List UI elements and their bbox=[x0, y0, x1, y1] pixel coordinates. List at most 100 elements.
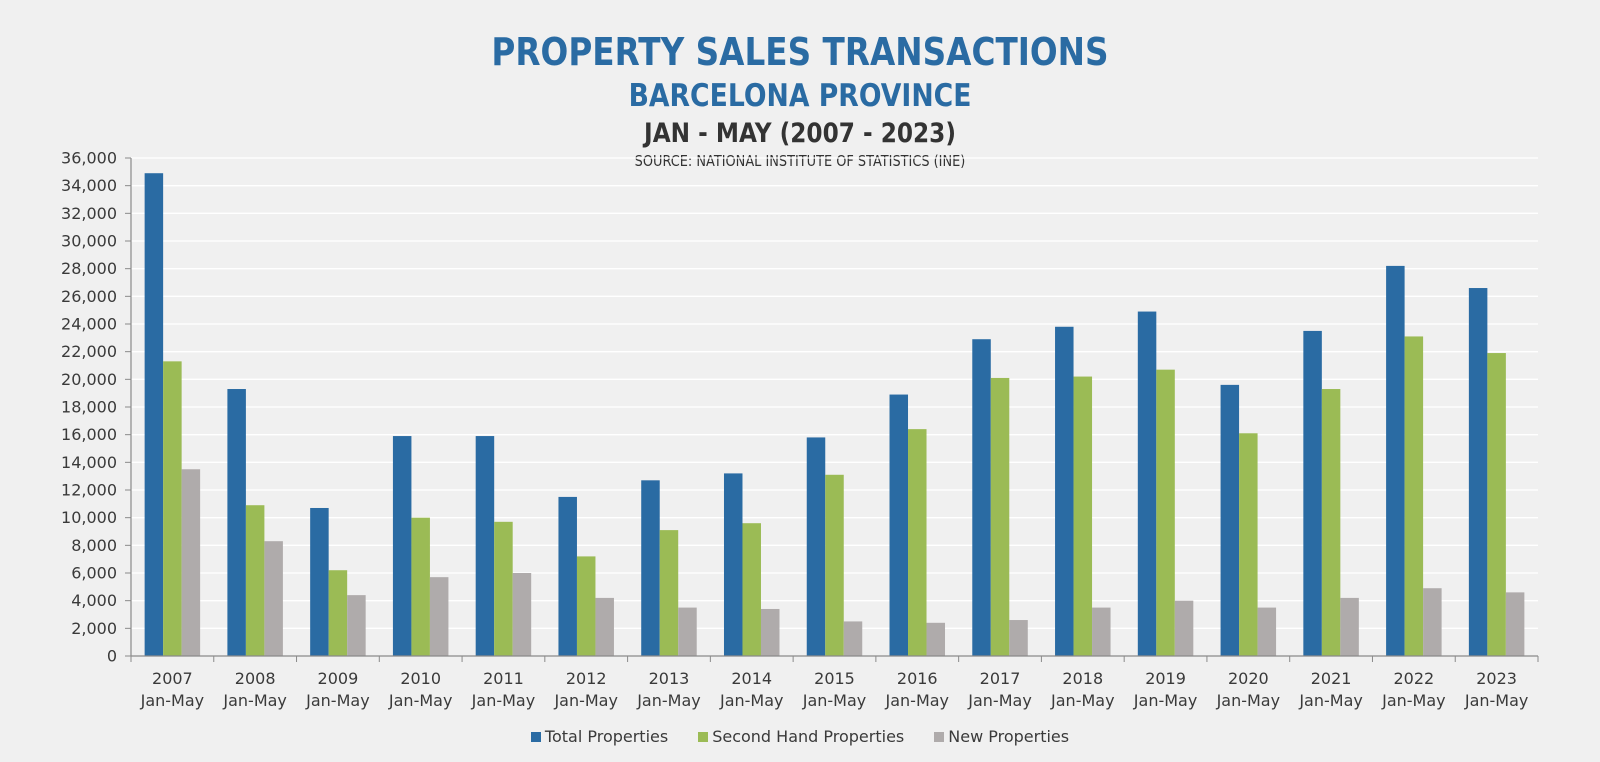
bar-new-properties-2016 bbox=[926, 622, 946, 656]
y-tick-label: 34,000 bbox=[61, 176, 117, 195]
chart-period: JAN - MAY (2007 - 2023) bbox=[644, 118, 956, 149]
x-label-period: Jan-May bbox=[553, 691, 618, 710]
bar-new-properties-2017 bbox=[1009, 620, 1028, 656]
x-label-period: Jan-May bbox=[305, 691, 370, 710]
legend-label-total: Total Properties bbox=[544, 727, 669, 746]
bar-new-properties-2021 bbox=[1340, 597, 1359, 656]
bar-new-properties-2022 bbox=[1423, 588, 1442, 656]
x-axis-labels: 2007 Jan-May 2008 Jan-May 2009 Jan-May 2010 Jan… bbox=[140, 669, 1529, 710]
bar-second-hand-properties-2021 bbox=[1321, 389, 1341, 656]
bar-new-properties-2008 bbox=[264, 541, 283, 656]
x-label-period: Jan-May bbox=[802, 691, 867, 710]
bar-new-properties-2019 bbox=[1174, 600, 1194, 656]
bar-second-hand-properties-2023 bbox=[1487, 353, 1506, 656]
x-label-period: Jan-May bbox=[636, 691, 701, 710]
chart-title: PROPERTY SALES TRANSACTIONS bbox=[491, 30, 1109, 74]
x-label-period: Jan-May bbox=[885, 691, 950, 710]
bar-second-hand-properties-2016 bbox=[908, 429, 927, 656]
bar-new-properties-2009 bbox=[347, 595, 366, 656]
y-tick-label: 20,000 bbox=[61, 370, 117, 389]
x-label-year: 2010 bbox=[400, 669, 441, 688]
bar-total-properties-2015 bbox=[806, 437, 826, 656]
legend-label-new: New Properties bbox=[948, 727, 1070, 746]
bar-second-hand-properties-2019 bbox=[1156, 369, 1175, 656]
y-tick-label: 18,000 bbox=[61, 398, 117, 417]
bar-second-hand-properties-2007 bbox=[163, 361, 182, 656]
bar-second-hand-properties-2018 bbox=[1073, 376, 1093, 656]
bar-total-properties-2011 bbox=[475, 436, 495, 656]
x-label-period: Jan-May bbox=[1133, 691, 1198, 710]
bar-total-properties-2009 bbox=[310, 507, 329, 656]
bar-second-hand-properties-2013 bbox=[659, 530, 679, 656]
x-label-year: 2015 bbox=[814, 669, 855, 688]
y-tick-label: 8,000 bbox=[71, 536, 117, 555]
x-label-year: 2011 bbox=[483, 669, 524, 688]
x-label-period: Jan-May bbox=[222, 691, 287, 710]
bar-new-properties-2010 bbox=[429, 577, 449, 656]
y-axis-ticks: 0 2,000 4,000 6,000 8,000 10,000 12,000 14,000 1… bbox=[61, 149, 131, 666]
y-tick-label: 24,000 bbox=[61, 315, 117, 334]
legend-item-total: Total Properties bbox=[530, 727, 669, 746]
bar-second-hand-properties-2012 bbox=[576, 556, 596, 656]
bar-new-properties-2015 bbox=[843, 621, 863, 656]
x-label-period: Jan-May bbox=[1298, 691, 1363, 710]
bar-total-properties-2020 bbox=[1220, 384, 1240, 656]
x-label-period: Jan-May bbox=[1381, 691, 1446, 710]
x-label-year: 2017 bbox=[980, 669, 1021, 688]
x-label-period: Jan-May bbox=[719, 691, 784, 710]
x-label-period: Jan-May bbox=[471, 691, 536, 710]
bar-total-properties-2010 bbox=[392, 436, 412, 656]
bar-second-hand-properties-2010 bbox=[411, 517, 430, 656]
x-label-year: 2007 bbox=[152, 669, 193, 688]
bars bbox=[144, 173, 1525, 656]
legend-swatch-second-hand bbox=[698, 731, 709, 742]
bar-total-properties-2007 bbox=[144, 173, 164, 656]
bar-total-properties-2012 bbox=[558, 496, 577, 656]
bar-second-hand-properties-2011 bbox=[494, 521, 513, 656]
bar-total-properties-2008 bbox=[227, 389, 246, 656]
legend-swatch-total bbox=[530, 731, 541, 742]
bar-second-hand-properties-2017 bbox=[990, 377, 1010, 656]
y-tick-label: 14,000 bbox=[61, 453, 117, 472]
x-label-year: 2008 bbox=[235, 669, 276, 688]
y-tick-label: 2,000 bbox=[71, 619, 117, 638]
bar-total-properties-2022 bbox=[1386, 265, 1405, 656]
bar-total-properties-2016 bbox=[889, 394, 909, 656]
x-label-period: Jan-May bbox=[967, 691, 1032, 710]
legend-label-second-hand: Second Hand Properties bbox=[712, 727, 905, 746]
x-label-year: 2020 bbox=[1228, 669, 1269, 688]
bar-new-properties-2023 bbox=[1505, 592, 1525, 656]
x-label-year: 2022 bbox=[1393, 669, 1434, 688]
x-label-period: Jan-May bbox=[388, 691, 453, 710]
y-tick-label: 16,000 bbox=[61, 425, 117, 444]
bar-total-properties-2019 bbox=[1137, 311, 1157, 656]
x-label-period: Jan-May bbox=[140, 691, 205, 710]
x-label-year: 2023 bbox=[1476, 669, 1517, 688]
bar-second-hand-properties-2008 bbox=[245, 505, 265, 656]
legend-swatch-new bbox=[934, 731, 945, 742]
bar-total-properties-2017 bbox=[972, 339, 991, 656]
y-tick-label: 12,000 bbox=[61, 481, 117, 500]
x-label-period: Jan-May bbox=[1050, 691, 1115, 710]
x-label-period: Jan-May bbox=[1216, 691, 1281, 710]
y-tick-label: 0 bbox=[107, 647, 117, 666]
x-label-year: 2012 bbox=[566, 669, 607, 688]
bar-total-properties-2018 bbox=[1055, 326, 1074, 656]
legend: Total Properties Second Hand Properties … bbox=[0, 727, 1600, 746]
y-tick-label: 6,000 bbox=[71, 564, 117, 583]
y-tick-label: 10,000 bbox=[61, 508, 117, 527]
x-label-year: 2016 bbox=[897, 669, 938, 688]
bar-total-properties-2013 bbox=[641, 480, 660, 656]
y-tick-label: 30,000 bbox=[61, 232, 117, 251]
bar-total-properties-2023 bbox=[1468, 288, 1488, 656]
bar-total-properties-2021 bbox=[1303, 330, 1322, 656]
bar-new-properties-2014 bbox=[760, 608, 780, 656]
x-label-year: 2014 bbox=[731, 669, 772, 688]
y-tick-label: 28,000 bbox=[61, 259, 117, 278]
bar-second-hand-properties-2009 bbox=[328, 570, 348, 656]
bar-second-hand-properties-2015 bbox=[825, 474, 844, 656]
chart-source: SOURCE: NATIONAL INSTITUTE OF STATISTICS… bbox=[634, 152, 966, 170]
x-label-year: 2013 bbox=[649, 669, 690, 688]
y-tick-label: 22,000 bbox=[61, 342, 117, 361]
